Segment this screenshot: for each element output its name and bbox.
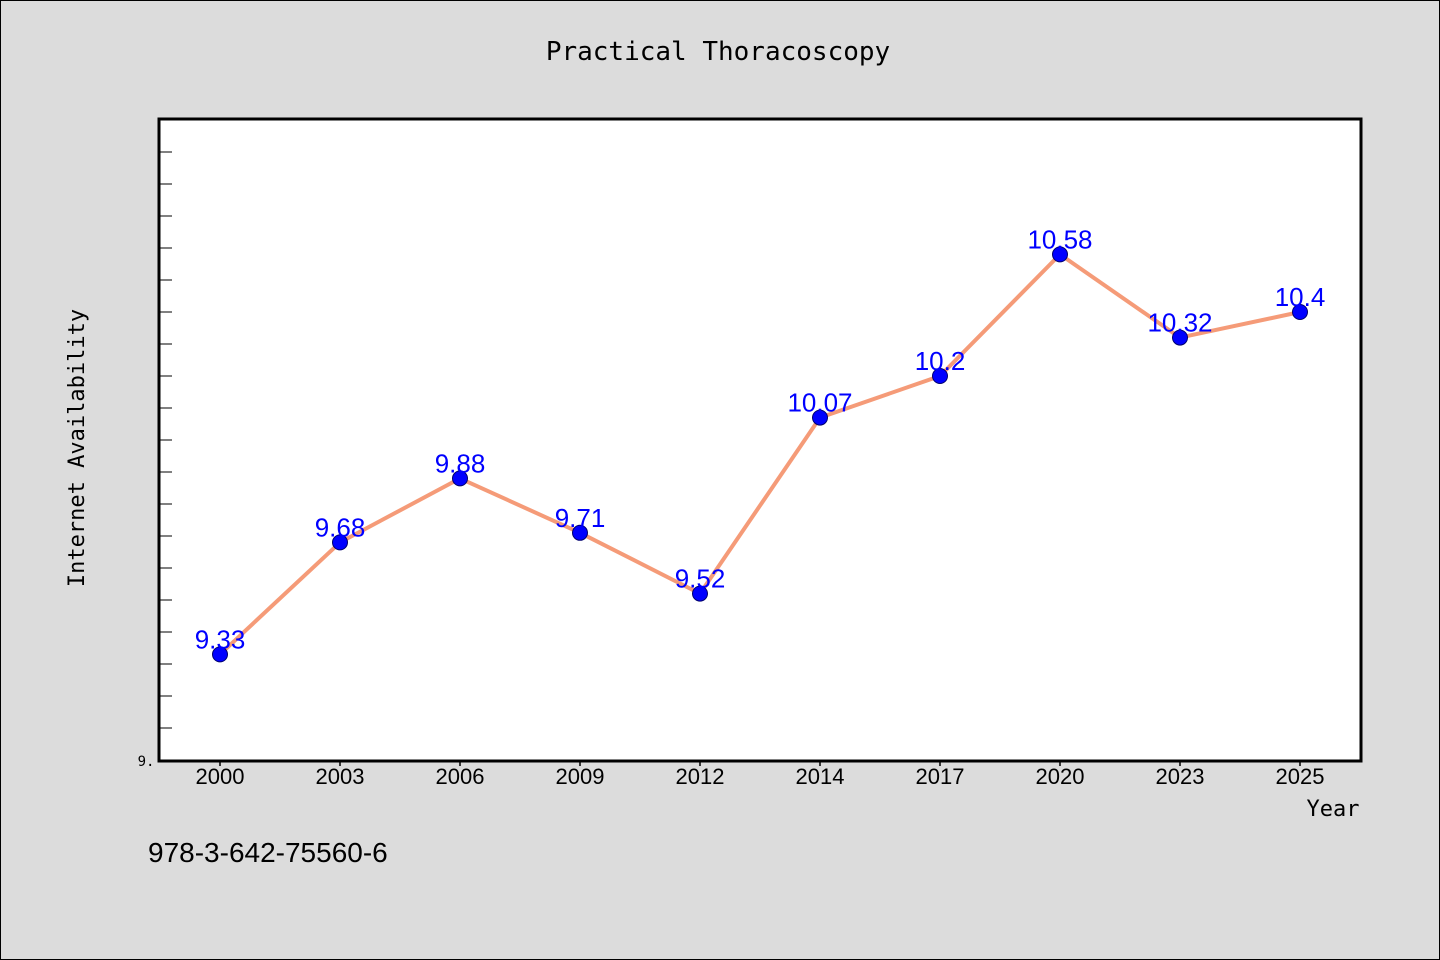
data-label: 9.68 — [315, 512, 366, 542]
data-label: 10.2 — [915, 346, 966, 376]
data-label: 10.32 — [1147, 308, 1212, 338]
x-axis-tick-labels: 2000 2003 2006 2009 2012 2014 2017 2020 2023 2025 — [196, 764, 1325, 789]
x-tick-label: 2020 — [1036, 764, 1085, 789]
x-axis-label: Year — [1307, 797, 1360, 822]
y-axis-label: Internet Availability — [65, 309, 90, 587]
data-point — [692, 585, 708, 602]
data-label: 9.33 — [195, 624, 246, 654]
data-label: 10.58 — [1027, 224, 1092, 254]
x-tick-label: 2006 — [436, 764, 485, 789]
x-tick-label: 2009 — [556, 764, 605, 789]
data-point — [452, 470, 468, 487]
data-markers — [212, 246, 1308, 663]
x-tick-label: 2012 — [676, 764, 725, 789]
x-tick-label: 2023 — [1156, 764, 1205, 789]
x-tick-label: 2000 — [196, 764, 245, 789]
data-label: 10.4 — [1275, 282, 1326, 312]
plot-area — [157, 117, 1363, 763]
series-line — [218, 252, 1301, 656]
data-label: 10.07 — [787, 388, 852, 418]
x-tick-label: 2014 — [796, 764, 845, 789]
data-labels: 9.33 9.68 9.88 9.71 9.52 10.07 10.2 10.58 10.32 1… — [195, 224, 1326, 654]
x-axis-ticks — [219, 760, 1301, 766]
data-point — [572, 524, 588, 541]
data-point — [1052, 246, 1068, 263]
series-group: 9.33 9.68 9.88 9.71 9.52 10.07 10.2 10.58 10.32 1… — [195, 224, 1326, 663]
footer-isbn: 978-3-642-75560-6 — [148, 837, 388, 868]
data-label: 9.88 — [435, 448, 486, 478]
data-point — [812, 409, 828, 426]
data-point — [1292, 304, 1308, 320]
data-label: 9.71 — [555, 503, 606, 533]
x-tick-label: 2003 — [316, 764, 365, 789]
y-axis-ticks — [160, 119, 172, 761]
data-point — [1172, 329, 1188, 346]
x-tick-label: 2017 — [916, 764, 965, 789]
data-point — [212, 646, 228, 663]
data-point — [332, 534, 348, 551]
y-axis-tick-label: 9. — [138, 754, 155, 770]
data-label: 9.52 — [675, 564, 726, 594]
chart-title: Practical Thoracoscopy — [546, 37, 890, 67]
data-point — [932, 368, 948, 384]
x-tick-label: 2025 — [1276, 764, 1325, 789]
